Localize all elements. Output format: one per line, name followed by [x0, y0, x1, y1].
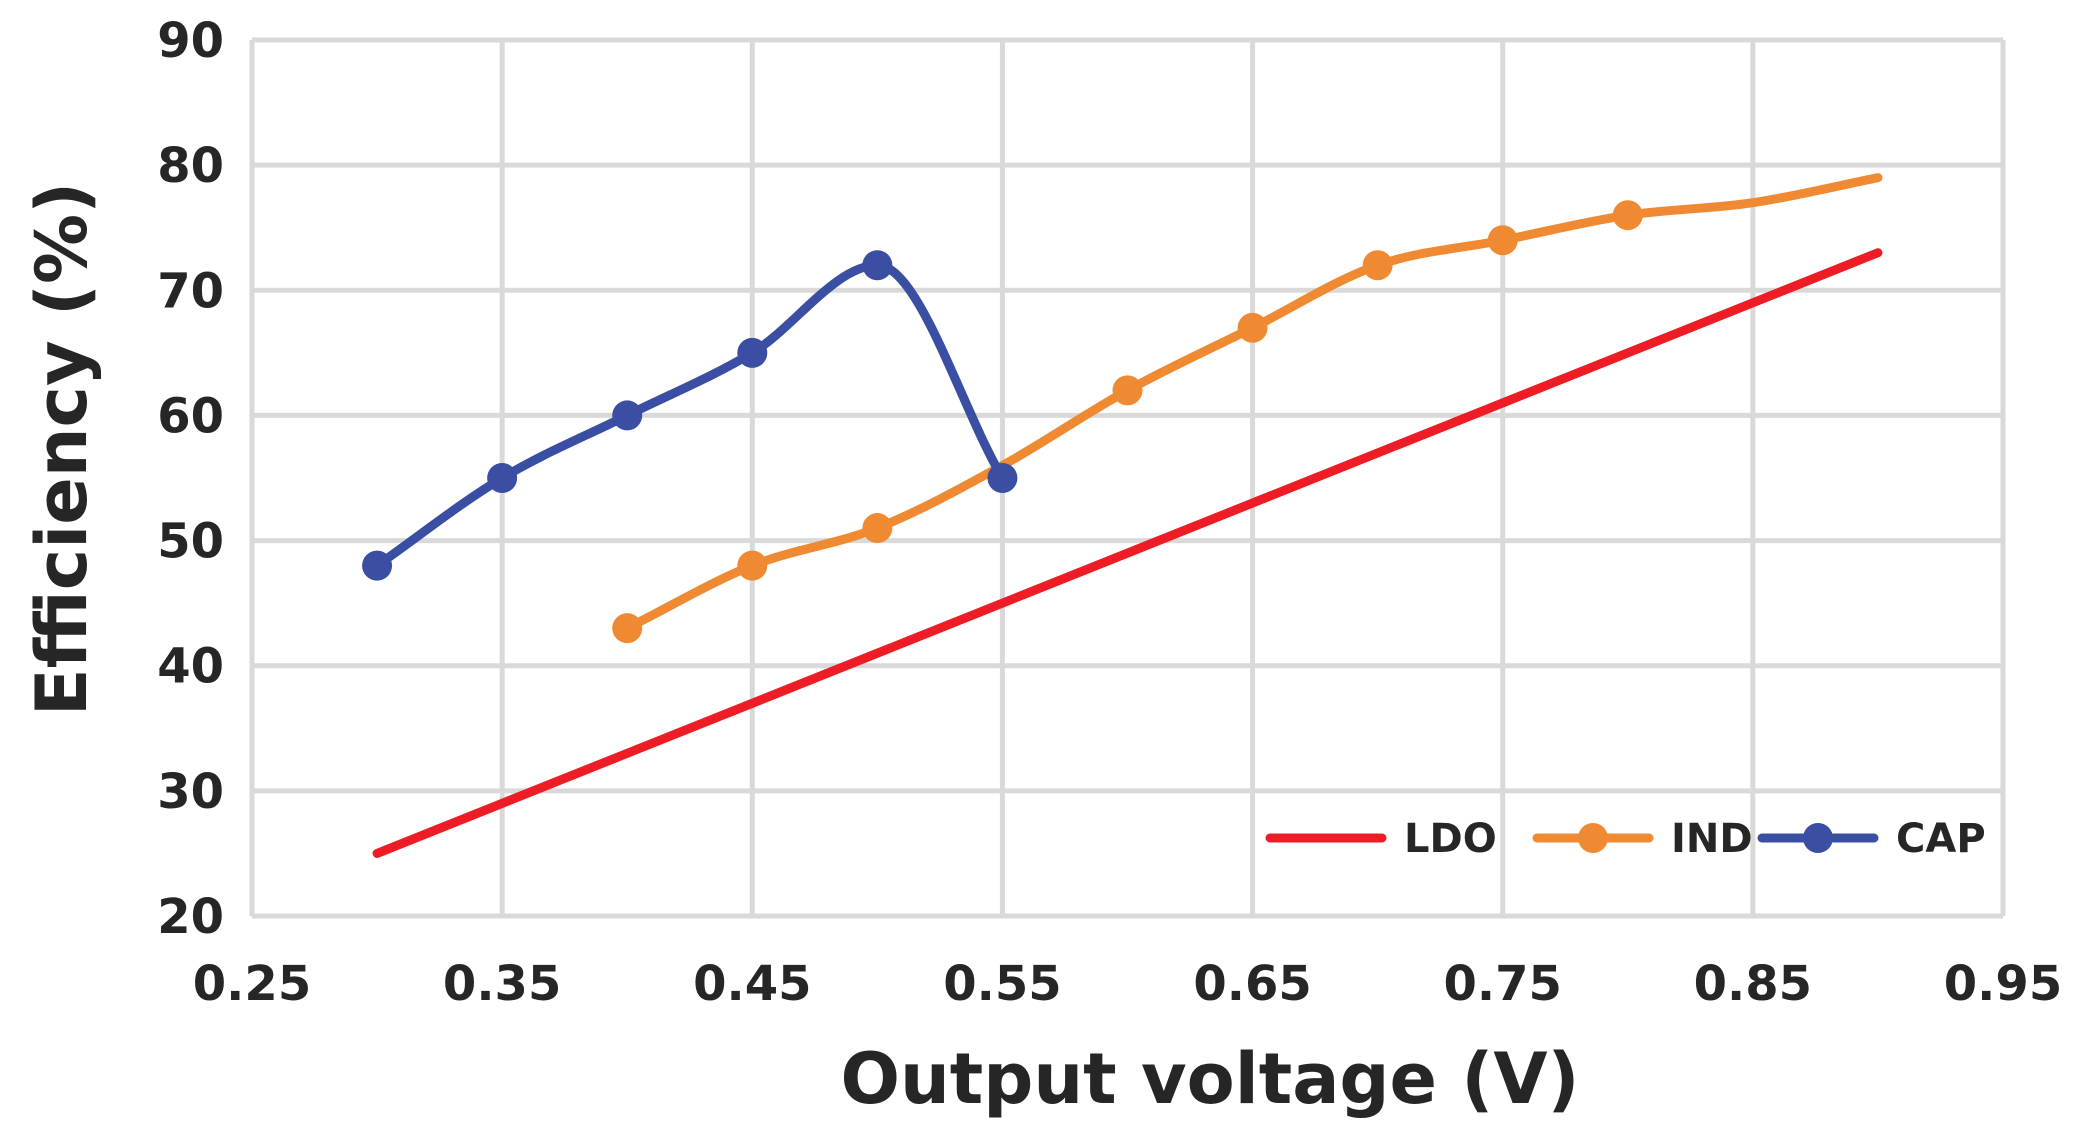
legend-marker-cap: [1803, 823, 1833, 853]
x-tick-label: 0.35: [443, 956, 561, 1012]
cap-data-point: [737, 337, 768, 368]
legend: LDO IND CAP: [1265, 816, 1986, 862]
y-tick-label: 20: [157, 889, 224, 945]
ind-data-point: [612, 613, 643, 644]
legend-item-cap: CAP: [1757, 816, 1986, 862]
y-axis-title: Efficiency (%): [21, 182, 103, 716]
x-axis-title: Output voltage (V): [840, 1038, 1579, 1120]
ind-data-point: [1237, 312, 1268, 343]
grid-layer: [249, 37, 2006, 919]
series-layer: [362, 173, 1883, 858]
x-tick-label: 0.85: [1694, 956, 1812, 1012]
y-tick-label: 80: [157, 138, 224, 194]
legend-item-ind: IND: [1532, 816, 1753, 862]
x-tick-label: 0.65: [1193, 956, 1311, 1012]
y-tick-label: 90: [157, 13, 224, 69]
ind-data-point: [1362, 250, 1393, 281]
ind-data-point: [737, 550, 768, 581]
cap-data-point: [487, 463, 518, 493]
x-tick-label: 0.55: [943, 956, 1061, 1012]
cap-data-point: [362, 550, 393, 581]
cap-data-point: [862, 250, 893, 281]
ldo-line: [372, 248, 1883, 858]
x-tick-label: 0.45: [693, 956, 811, 1012]
ind-data-point: [1612, 200, 1643, 231]
legend-label-ldo: LDO: [1404, 816, 1497, 862]
y-tick-label: 40: [157, 639, 224, 695]
y-tick-label: 60: [157, 388, 224, 444]
y-tick-label: 50: [157, 514, 224, 570]
x-tick-label: 0.25: [193, 956, 311, 1012]
series-cap: [362, 250, 1018, 581]
cap-data-point: [612, 400, 643, 431]
legend-label-ind: IND: [1671, 816, 1753, 862]
legend-marker-ind: [1578, 823, 1608, 853]
ind-data-point: [1112, 375, 1143, 406]
series-ind: [612, 173, 1883, 644]
ind-data-point: [1487, 225, 1518, 256]
ind-data-point: [862, 513, 893, 544]
y-tick-label: 70: [157, 263, 224, 319]
cap-data-point: [987, 463, 1018, 493]
y-tick-label: 30: [157, 764, 224, 820]
tick-label-layer: 0.25 0.35 0.45 0.55 0.65 0.75 0.85 0.95 20 30 40 50…: [157, 13, 2062, 1012]
legend-item-ldo: LDO: [1265, 816, 1497, 862]
legend-label-cap: CAP: [1896, 816, 1986, 862]
x-tick-label: 0.75: [1443, 956, 1561, 1012]
series-ldo: [372, 248, 1883, 858]
x-tick-label: 0.95: [1944, 956, 2062, 1012]
